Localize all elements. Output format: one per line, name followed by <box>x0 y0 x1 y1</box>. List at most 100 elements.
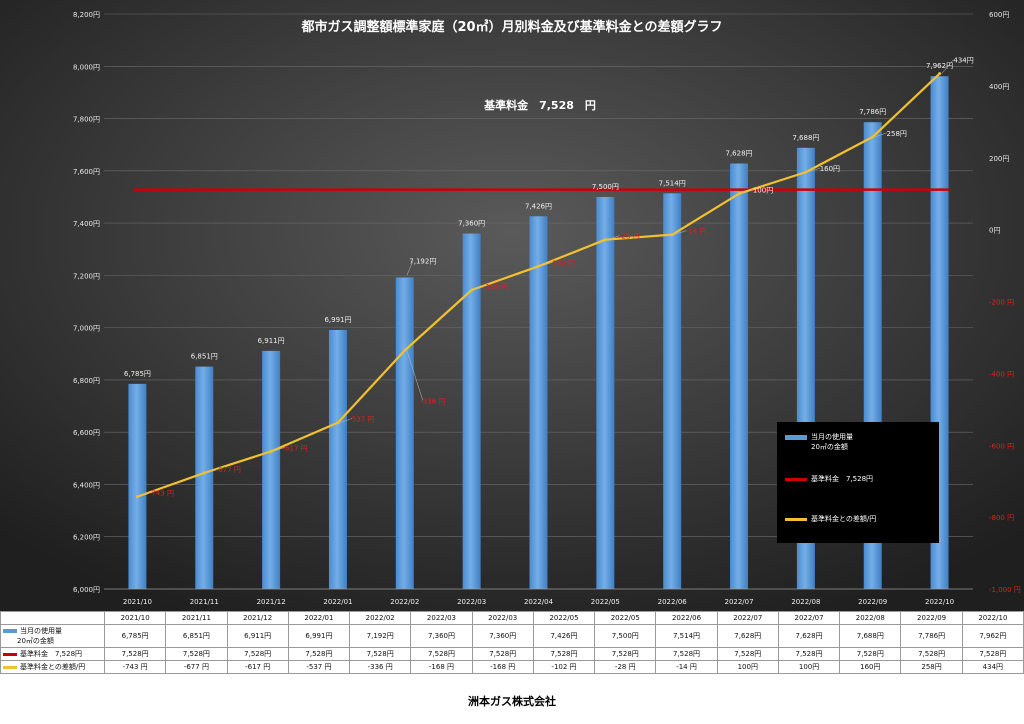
x-tick-label: 2022/06 <box>658 598 688 606</box>
difference-point <box>403 348 407 352</box>
table-cell-diff: -537 円 <box>287 660 351 674</box>
chart-svg: 6,785円 6,851円 6,911円 6,991円 7,192円 7,360円 7,42… <box>0 0 1024 612</box>
company-footer: 洲本ガス株式会社 <box>468 695 556 708</box>
difference-value-label: -102 円 <box>550 259 575 267</box>
table-cell-diff: 100円 <box>716 660 779 674</box>
table-cell-base: 7,528円 <box>839 647 902 661</box>
y-left-tick-label: 6,200円 <box>73 534 100 542</box>
difference-label-leader <box>874 132 887 138</box>
table-row-label-diff: 基準料金との差額/円 <box>0 660 105 674</box>
difference-point <box>938 72 942 76</box>
y-left-tick-label: 6,600円 <box>73 429 100 437</box>
bar <box>462 233 481 589</box>
y-right-tick-label: -800 円 <box>989 514 1014 522</box>
table-header-cell: 2022/05 <box>532 611 596 625</box>
chart-area: 6,785円 6,851円 6,911円 6,991円 7,192円 7,360円 7,42… <box>0 0 1024 612</box>
table-header-cell: 2022/10 <box>961 611 1024 625</box>
difference-point <box>737 192 741 196</box>
table-cell-base: 7,528円 <box>410 647 473 661</box>
legend-label-usage-line2: 20㎥の金額 <box>811 443 848 451</box>
table-cell-diff: -677 円 <box>165 660 228 674</box>
table-cell-usage: 7,962円 <box>961 624 1024 648</box>
x-tick-label: 2022/09 <box>858 598 887 606</box>
difference-label-leader <box>740 189 754 194</box>
x-tick-label: 2021/10 <box>123 598 152 606</box>
difference-value-label: 100円 <box>753 187 773 195</box>
table-cell-usage: 7,688円 <box>839 624 902 648</box>
bar-value-label: 6,851円 <box>191 353 218 361</box>
table-cell-base: 7,528円 <box>226 647 289 661</box>
table-label-diff: 基準料金との差額/円 <box>20 663 86 671</box>
bar-label-leader <box>406 261 414 276</box>
table-cell-diff: -14 円 <box>655 660 718 674</box>
table-cell-base: 7,528円 <box>165 647 228 661</box>
table-cell-usage: 7,426円 <box>532 624 596 648</box>
difference-point <box>202 471 206 475</box>
table-header-cell: 2022/07 <box>716 611 779 625</box>
difference-point <box>804 170 808 174</box>
table-cell-usage: 7,360円 <box>410 624 473 648</box>
x-tick-label: 2022/03 <box>457 598 486 606</box>
y-right-tick-label: 200円 <box>989 155 1009 163</box>
bar-value-label: 7,500円 <box>592 183 619 191</box>
legend-swatch-usage <box>785 432 807 440</box>
table-cell-base: 7,528円 <box>103 647 167 661</box>
difference-label-leader <box>139 492 152 497</box>
difference-point <box>603 238 607 242</box>
table-header-cell: 2022/08 <box>839 611 902 625</box>
table-row-usage: 当月の使用量 20㎥の金額 6,785円 6,851円 6,911円 6,991円 7,… <box>0 624 1024 648</box>
y-left-tick-label: 6,400円 <box>73 481 100 489</box>
bar-value-label: 7,962円 <box>926 62 953 70</box>
table-header-row: 2021/10 2021/11 2021/12 2022/01 2022/02 2022/… <box>0 611 1024 625</box>
table-cell-usage: 7,192円 <box>349 624 412 648</box>
bar-value-label: 7,628円 <box>726 150 753 158</box>
table-swatch-base <box>3 652 17 656</box>
y-left-tick-label: 8,200円 <box>73 11 100 19</box>
bar-value-label: 6,991円 <box>324 316 351 324</box>
table-cell-base: 7,528円 <box>532 647 596 661</box>
legend-swatch-base <box>785 474 807 481</box>
table-cell-usage: 7,360円 <box>471 624 534 648</box>
difference-value-label: -168 円 <box>483 283 508 291</box>
table-header-cell: 2022/05 <box>594 611 657 625</box>
table-swatch-diff <box>3 665 17 669</box>
bar <box>395 277 414 589</box>
data-table: 2021/10 2021/11 2021/12 2022/01 2022/02 2022/… <box>0 611 1024 674</box>
table-cell-usage: 6,851円 <box>165 624 228 648</box>
legend-label-base: 基準料金 7,528円 <box>811 475 874 483</box>
difference-label-leader <box>273 447 286 452</box>
table-cell-usage: 6,911円 <box>226 624 289 648</box>
table-header-cell: 2022/07 <box>777 611 841 625</box>
table-corner-cell <box>0 611 105 625</box>
bar-value-label: 7,688円 <box>792 134 819 142</box>
legend-item-base: 基準料金 7,528円 <box>785 474 873 484</box>
y-left-tick-label: 7,200円 <box>73 272 100 280</box>
y-right-tick-label: -600 円 <box>989 442 1014 450</box>
difference-value-label: 434円 <box>953 57 973 65</box>
table-cell-diff: -168 円 <box>410 660 473 674</box>
y-right-tick-label: 400円 <box>989 83 1009 91</box>
x-tick-label: 2022/10 <box>925 598 954 606</box>
table-label-usage-line1: 当月の使用量 <box>20 627 62 635</box>
difference-value-label: -14 円 <box>686 228 707 236</box>
difference-label-leader <box>406 350 424 401</box>
difference-label-leader <box>674 230 687 235</box>
table-cell-base: 7,528円 <box>287 647 351 661</box>
bar-value-label: 6,785円 <box>124 370 151 378</box>
bar <box>730 163 749 589</box>
table-row-diff: 基準料金との差額/円 -743 円 -677 円 -617 円 -537 円 -336 … <box>0 660 1024 674</box>
table-cell-diff: 100円 <box>777 660 841 674</box>
table-header-cell: 2022/06 <box>655 611 718 625</box>
difference-value-label: 160円 <box>820 165 840 173</box>
x-tick-label: 2022/08 <box>791 598 820 606</box>
y-right-tick-label: -400 円 <box>989 370 1014 378</box>
difference-label-leader <box>339 418 353 423</box>
table-cell-diff: 434円 <box>961 660 1024 674</box>
bar <box>596 196 615 590</box>
table-header-cell: 2022/03 <box>471 611 534 625</box>
table-cell-diff: -336 円 <box>349 660 412 674</box>
y-left-tick-label: 7,600円 <box>73 168 100 176</box>
table-cell-usage: 7,628円 <box>777 624 841 648</box>
bar-value-label: 7,192円 <box>409 257 436 265</box>
y-left-tick-label: 7,800円 <box>73 116 100 124</box>
